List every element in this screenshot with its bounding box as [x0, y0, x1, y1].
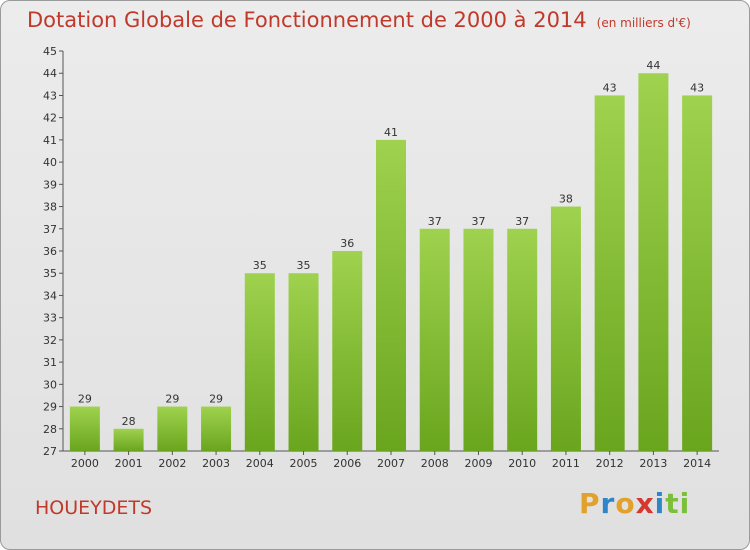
y-tick-label: 31 — [43, 356, 57, 369]
y-tick-label: 38 — [43, 201, 57, 214]
value-label-2002: 29 — [165, 393, 179, 406]
y-tick-label: 28 — [43, 423, 57, 436]
value-label-2004: 35 — [253, 259, 267, 272]
bar-2014 — [682, 95, 713, 451]
x-tick-label-2013: 2013 — [639, 457, 667, 470]
logo-letter: ti — [665, 487, 691, 520]
y-tick-label: 44 — [43, 67, 57, 80]
value-label-2010: 37 — [515, 215, 529, 228]
value-label-2006: 36 — [340, 237, 354, 250]
y-tick-label: 39 — [43, 178, 57, 191]
y-tick-label: 40 — [43, 156, 57, 169]
value-label-2003: 29 — [209, 393, 223, 406]
y-tick-label: 30 — [43, 378, 57, 391]
logo-letter: x — [635, 487, 655, 520]
value-label-2009: 37 — [471, 215, 485, 228]
bar-2002 — [157, 406, 188, 451]
logo-letter: P — [579, 487, 601, 520]
bar-2012 — [594, 95, 625, 451]
y-tick-label: 36 — [43, 245, 57, 258]
x-tick-label-2002: 2002 — [158, 457, 186, 470]
x-tick-label-2012: 2012 — [596, 457, 624, 470]
bar-2013 — [638, 73, 669, 451]
y-tick-label: 45 — [43, 45, 57, 58]
commune-name: HOUEYDETS — [35, 497, 153, 519]
x-tick-label-2010: 2010 — [508, 457, 536, 470]
x-tick-label-2011: 2011 — [552, 457, 580, 470]
chart-title-text: Dotation Globale de Fonctionnement de 20… — [27, 8, 587, 32]
bar-2005 — [288, 273, 319, 451]
value-label-2000: 29 — [78, 393, 92, 406]
x-axis: 2000 2001 2002 2003 2004 2005 2006 2007 2008 2009… — [63, 450, 719, 470]
bar-2001 — [113, 428, 144, 451]
value-label-2007: 41 — [384, 126, 398, 139]
value-label-2005: 35 — [297, 259, 311, 272]
y-tick-label: 29 — [43, 401, 57, 414]
y-tick-label: 42 — [43, 112, 57, 125]
y-axis: 27 28 29 30 31 32 33 34 35 36 37 38 39 40 41 42 43 44 45 — [43, 45, 64, 458]
y-tick-label: 37 — [43, 223, 57, 236]
y-tick-label: 27 — [43, 445, 57, 458]
x-tick-label-2000: 2000 — [71, 457, 99, 470]
chart-title: Dotation Globale de Fonctionnement de 20… — [27, 8, 691, 32]
x-tick-label-2009: 2009 — [464, 457, 492, 470]
value-label-2012: 43 — [603, 81, 617, 94]
value-label-2013: 44 — [646, 59, 660, 72]
y-tick-label: 43 — [43, 89, 57, 102]
bar-2008 — [419, 228, 450, 451]
logo-letter: r — [600, 487, 616, 520]
x-tick-label-2005: 2005 — [290, 457, 318, 470]
bar-2010 — [507, 228, 538, 451]
bar-2009 — [463, 228, 494, 451]
x-tick-label-2003: 2003 — [202, 457, 230, 470]
x-tick-label-2008: 2008 — [421, 457, 449, 470]
value-label-2001: 28 — [122, 415, 136, 428]
proxiti-logo: Proxiti — [579, 487, 690, 520]
bar-2000 — [69, 406, 100, 451]
y-tick-label: 35 — [43, 267, 57, 280]
x-tick-label-2006: 2006 — [333, 457, 361, 470]
bar-2006 — [332, 251, 363, 451]
y-tick-label: 34 — [43, 289, 57, 302]
bar-2003 — [201, 406, 232, 451]
value-label-2008: 37 — [428, 215, 442, 228]
bar-2011 — [550, 206, 581, 451]
bar-2007 — [376, 139, 406, 451]
bar-2004 — [244, 273, 275, 451]
logo-letter: i — [654, 487, 666, 520]
x-tick-label-2001: 2001 — [115, 457, 143, 470]
value-label-2011: 38 — [559, 193, 573, 206]
logo-letter: o — [615, 487, 636, 520]
y-tick-label: 41 — [43, 134, 57, 147]
value-labels: 29 28 29 29 35 35 36 41 37 37 37 38 43 44 43 — [78, 59, 704, 428]
y-tick-label: 33 — [43, 312, 57, 325]
x-tick-label-2004: 2004 — [246, 457, 274, 470]
x-tick-label-2014: 2014 — [683, 457, 711, 470]
chart-subtitle: (en milliers d'€) — [596, 16, 691, 30]
x-tick-label-2007: 2007 — [377, 457, 405, 470]
bars — [69, 73, 713, 451]
y-tick-label: 32 — [43, 334, 57, 347]
value-label-2014: 43 — [690, 81, 704, 94]
